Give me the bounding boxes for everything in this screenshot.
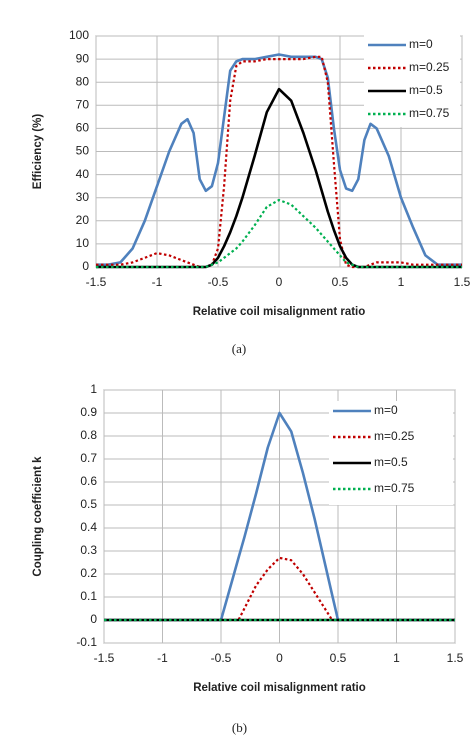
series-line [104,411,455,622]
caption: (a) [232,341,246,356]
y-tick-label: 80 [76,74,90,88]
legend-label: m=0.25 [409,60,450,74]
y-axis-label: Efficiency (%) [32,114,44,190]
y-tick-label: 70 [76,97,90,111]
x-tick-label: 1 [398,275,405,289]
y-tick-label: 0.6 [80,474,97,488]
x-tick-label: -1.5 [86,275,107,289]
y-tick-label: 0.2 [80,566,97,580]
x-tick-label: 0 [276,651,283,665]
x-axis-label: Relative coil misalignment ratio [193,682,366,694]
legend-box [329,401,453,505]
x-tick-label: -1 [152,275,163,289]
y-axis-label: Coupling coefficient k [32,456,44,577]
x-tick-label: 1 [393,651,400,665]
y-tick-label: 0 [90,612,97,626]
y-tick-label: 0 [82,259,89,273]
x-tick-label: -1.5 [94,651,115,665]
x-tick-label: 0.5 [330,651,347,665]
y-tick-label: 20 [76,213,90,227]
y-tick-label: 100 [69,28,89,42]
y-tick-label: 30 [76,190,90,204]
y-tick-label: 10 [76,236,90,250]
legend-label: m=0 [409,37,433,51]
y-tick-label: 0.9 [80,405,97,419]
y-tick-label: 50 [76,144,90,158]
legend-label: m=0 [374,403,398,417]
y-tick-label: 1 [90,382,97,396]
y-tick-label: 0.8 [80,428,97,442]
x-tick-label: -0.5 [211,651,232,665]
y-tick-label: 60 [76,121,90,135]
x-axis-label: Relative coil misalignment ratio [193,306,366,318]
legend-label: m=0.5 [409,83,443,97]
y-tick-label: 0.1 [80,589,97,603]
legend-label: m=0.25 [374,429,415,443]
x-tick-label: -0.5 [208,275,229,289]
y-tick-label: 90 [76,51,90,65]
legend-box [364,35,460,127]
y-tick-label: 0.5 [80,497,97,511]
series-line [96,55,462,269]
x-tick-label: 0.5 [332,275,349,289]
y-tick-label: 40 [76,167,90,181]
caption: (b) [232,720,247,735]
y-tick-label: 0.7 [80,451,97,465]
legend-label: m=0.75 [409,106,450,120]
x-tick-label: 1.5 [447,651,464,665]
series-line [96,53,462,266]
x-tick-label: -1 [157,651,168,665]
y-tick-label: 0.4 [80,520,97,534]
y-tick-label: 0.3 [80,543,97,557]
y-tick-label: -0.1 [76,635,97,649]
legend-label: m=0.75 [374,481,415,495]
series-line [96,198,462,269]
x-tick-label: 0 [276,275,283,289]
legend-label: m=0.5 [374,455,408,469]
x-tick-label: 1.5 [454,275,471,289]
